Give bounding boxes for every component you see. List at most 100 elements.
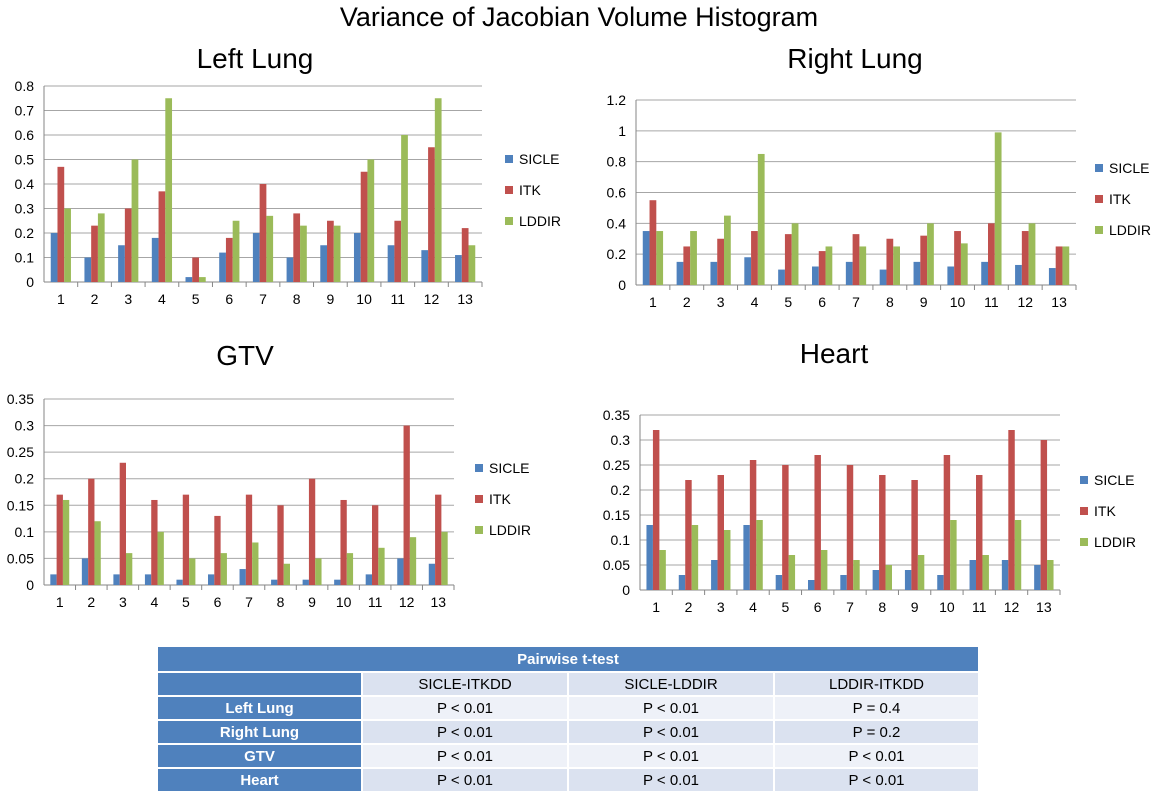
x-tick-label: 9: [308, 594, 316, 610]
y-tick-label: 0: [26, 577, 34, 593]
y-tick-label: 0: [618, 277, 626, 293]
bar-sicle: [365, 574, 372, 585]
bar-itk: [308, 478, 316, 585]
legend-swatch-itk: [475, 495, 483, 503]
x-tick-label: 4: [158, 291, 166, 307]
y-tick-label: 0.3: [611, 432, 631, 448]
bar-sicle: [710, 261, 718, 285]
y-tick-label: 0: [622, 582, 630, 598]
bar-sicle: [455, 255, 462, 282]
bar-lddir: [220, 553, 227, 585]
y-tick-label: 0.4: [15, 176, 35, 192]
x-tick-label: 11: [368, 594, 383, 610]
legend-swatch-lddir: [1095, 226, 1103, 234]
bar-sicle: [808, 580, 815, 590]
bar-itk: [327, 220, 334, 282]
legend-label: SICLE: [489, 460, 529, 476]
bar-sicle: [252, 233, 260, 282]
bar-lddir: [1028, 223, 1036, 285]
row-header: Heart: [156, 767, 363, 793]
table-cell: P < 0.01: [361, 719, 569, 745]
bar-sicle: [84, 257, 92, 282]
table-cell: P < 0.01: [361, 695, 569, 721]
bar-lddir: [724, 530, 731, 590]
x-tick-label: 5: [784, 294, 792, 310]
bar-lddir: [690, 231, 697, 285]
x-tick-label: 12: [1017, 294, 1033, 310]
bar-sicle: [286, 257, 294, 282]
bar-lddir: [859, 246, 867, 285]
bar-lddir: [131, 159, 139, 282]
x-tick-label: 11: [972, 599, 987, 615]
table-cell: P < 0.01: [567, 695, 775, 721]
bar-sicle: [840, 575, 847, 590]
x-tick-label: 12: [399, 594, 415, 610]
bar-sicle: [397, 558, 404, 585]
bar-itk: [846, 465, 854, 590]
bar-lddir: [960, 243, 968, 285]
y-tick-label: 0.6: [15, 127, 35, 143]
x-tick-label: 2: [683, 294, 691, 310]
bar-sicle: [845, 261, 853, 285]
bar-itk: [988, 223, 995, 285]
x-tick-label: 9: [920, 294, 928, 310]
bar-lddir: [950, 520, 957, 590]
bar-sicle: [387, 245, 395, 282]
bar-sicle: [1001, 560, 1009, 590]
y-tick-label: 0.5: [15, 152, 35, 168]
legend-swatch-lddir: [1080, 538, 1088, 546]
x-tick-label: 10: [336, 594, 352, 610]
x-tick-label: 13: [430, 594, 446, 610]
y-tick-label: 0.1: [611, 532, 631, 548]
y-tick-label: 1.2: [607, 92, 627, 108]
y-tick-label: 0.6: [607, 185, 627, 201]
legend-label: ITK: [489, 491, 511, 507]
bar-itk: [245, 494, 253, 585]
bar-itk: [277, 505, 284, 585]
bar-lddir: [756, 520, 763, 590]
bar-sicle: [642, 231, 650, 285]
x-tick-label: 6: [818, 294, 826, 310]
x-tick-label: 2: [685, 599, 693, 615]
bar-itk: [1021, 231, 1029, 285]
legend-label: LDDIR: [489, 522, 531, 538]
x-tick-label: 3: [119, 594, 127, 610]
bar-lddir: [927, 223, 934, 285]
bar-itk: [976, 475, 983, 590]
legend-label: LDDIR: [1109, 222, 1151, 238]
bar-sicle: [239, 569, 246, 585]
bar-lddir: [757, 153, 765, 285]
table-row: Left Lung P < 0.01 P < 0.01 P = 0.4: [156, 695, 981, 721]
bar-lddir: [409, 537, 417, 585]
y-tick-label: 0.7: [15, 103, 35, 119]
x-tick-label: 7: [852, 294, 860, 310]
x-tick-label: 2: [91, 291, 99, 307]
bar-lddir: [300, 225, 307, 282]
bar-itk: [57, 166, 65, 282]
bar-sicle: [176, 579, 183, 585]
x-tick-label: 7: [259, 291, 267, 307]
bar-sicle: [151, 237, 159, 282]
y-tick-label: 0.2: [15, 225, 35, 241]
table-row: Heart P < 0.01 P < 0.01 P < 0.01: [156, 767, 981, 793]
bar-itk: [852, 234, 860, 285]
bar-lddir: [659, 550, 666, 590]
x-tick-label: 8: [878, 599, 886, 615]
bar-lddir: [157, 531, 164, 585]
bar-lddir: [441, 531, 448, 585]
legend-label: SICLE: [1109, 160, 1149, 176]
bar-sicle: [947, 266, 955, 285]
bar-itk: [818, 251, 826, 285]
bar-itk: [652, 430, 660, 590]
table-header-row: SICLE-ITKDD SICLE-LDDIR LDDIR-ITKDD: [156, 671, 981, 697]
table-corner-cell: [156, 671, 363, 697]
bar-itk: [1008, 430, 1015, 590]
x-tick-label: 5: [182, 594, 190, 610]
bar-sicle: [81, 558, 89, 585]
chart-title: GTV: [216, 340, 274, 371]
bar-lddir: [1062, 246, 1070, 285]
bar-lddir: [788, 555, 796, 590]
